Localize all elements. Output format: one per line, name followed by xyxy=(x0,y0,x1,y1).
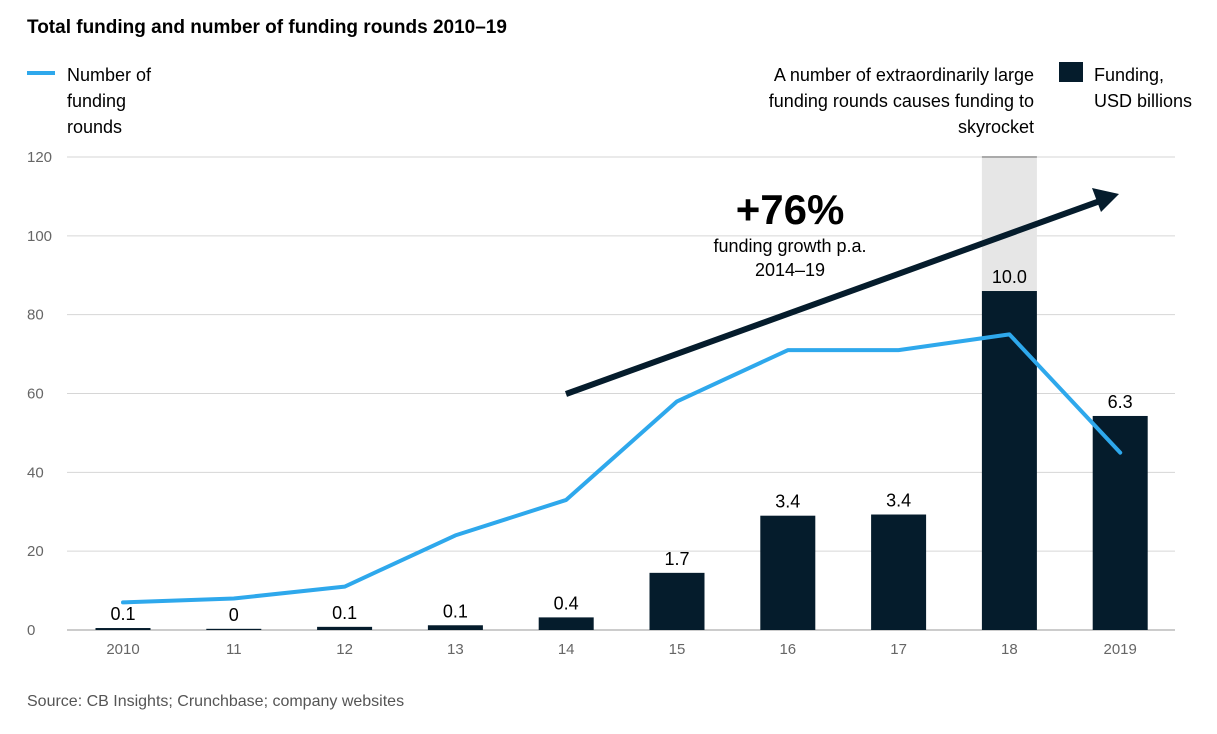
bar xyxy=(427,625,483,630)
legend-bar-label: Funding, USD billions xyxy=(1094,65,1193,111)
bar-value-label: 0.1 xyxy=(332,603,357,623)
growth-arrow-head xyxy=(1092,188,1119,212)
bar-value-label: 3.4 xyxy=(775,492,800,512)
bar xyxy=(871,514,927,630)
y-tick-label: 40 xyxy=(27,464,44,481)
legend-line-item: Number of funding rounds xyxy=(27,62,177,140)
x-tick-label: 16 xyxy=(779,641,796,658)
growth-value: +76% xyxy=(735,186,845,233)
y-tick-label: 0 xyxy=(27,622,35,639)
bar-value-label: 3.4 xyxy=(886,491,911,511)
x-tick-label: 11 xyxy=(226,641,242,658)
y-tick-label: 80 xyxy=(27,307,44,324)
y-tick-label: 60 xyxy=(27,386,44,403)
bar-value-label: 10.0 xyxy=(992,267,1027,287)
y-tick-label: 20 xyxy=(27,543,44,560)
x-tick-label: 13 xyxy=(447,641,464,658)
bar xyxy=(981,291,1037,630)
x-tick-label: 14 xyxy=(558,641,575,658)
bar-value-label: 0 xyxy=(229,605,239,625)
skyrocket-annotation: A number of extraordinarily large fundin… xyxy=(768,65,1034,137)
y-tick-label: 120 xyxy=(27,149,52,166)
x-tick-label: 15 xyxy=(669,641,686,658)
source-note: Source: CB Insights; Crunchbase; company… xyxy=(27,693,405,710)
bar xyxy=(206,628,262,630)
chart-title: Total funding and number of funding roun… xyxy=(27,17,507,38)
x-tick-label: 2010 xyxy=(106,641,139,658)
bar xyxy=(538,617,594,630)
bar xyxy=(649,572,705,630)
y-tick-label: 100 xyxy=(27,228,52,245)
bar xyxy=(95,628,151,630)
growth-annotation: +76% funding growth p.a. 2014–19 xyxy=(690,186,890,282)
bar-value-label: 0.1 xyxy=(443,601,468,621)
bar xyxy=(760,515,816,630)
x-tick-label: 18 xyxy=(1001,641,1018,658)
legend-bar-item: Funding, USD billions xyxy=(1059,62,1204,114)
legend-line-swatch xyxy=(27,71,55,75)
bar-value-label: 6.3 xyxy=(1108,392,1133,412)
bar-value-label: 0.1 xyxy=(110,604,135,624)
growth-arrow-shaft xyxy=(564,198,1102,397)
bar-value-label: 1.7 xyxy=(664,549,689,569)
legend-line-label: Number of funding rounds xyxy=(67,65,152,137)
bar xyxy=(317,626,373,630)
growth-text: funding growth p.a. 2014–19 xyxy=(713,236,867,280)
x-tick-label: 12 xyxy=(336,641,353,658)
x-tick-label: 17 xyxy=(890,641,907,658)
bar-value-label: 0.4 xyxy=(554,593,579,613)
funding-rounds-line xyxy=(121,332,1123,605)
legend-bar-swatch xyxy=(1059,62,1083,82)
x-tick-label: 2019 xyxy=(1104,641,1137,658)
bar xyxy=(1092,415,1148,630)
